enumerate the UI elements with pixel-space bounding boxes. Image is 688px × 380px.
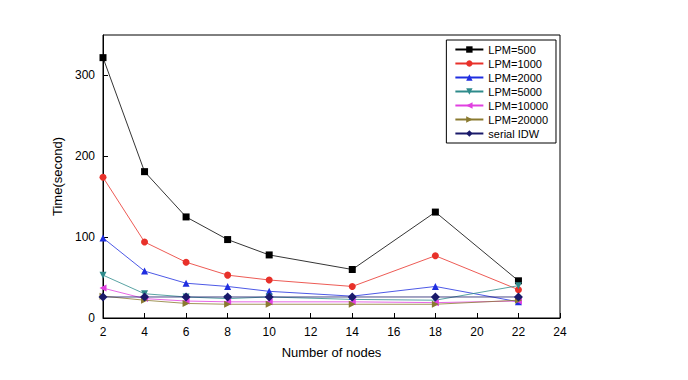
svg-text:24: 24 [553, 325, 567, 339]
svg-text:LPM=20000: LPM=20000 [488, 114, 548, 126]
svg-text:LPM=500: LPM=500 [488, 44, 535, 56]
svg-text:14: 14 [346, 325, 360, 339]
svg-text:2: 2 [100, 325, 107, 339]
svg-text:18: 18 [429, 325, 443, 339]
svg-text:12: 12 [304, 325, 318, 339]
svg-text:Number of nodes: Number of nodes [282, 345, 382, 360]
svg-text:LPM=1000: LPM=1000 [488, 58, 542, 70]
svg-text:6: 6 [183, 325, 190, 339]
svg-text:10: 10 [263, 325, 277, 339]
svg-text:4: 4 [141, 325, 148, 339]
svg-text:serial IDW: serial IDW [488, 128, 539, 140]
svg-text:0: 0 [88, 311, 95, 325]
svg-text:20: 20 [470, 325, 484, 339]
svg-text:200: 200 [75, 149, 95, 163]
svg-text:LPM=5000: LPM=5000 [488, 86, 542, 98]
svg-text:LPM=10000: LPM=10000 [488, 100, 548, 112]
svg-text:LPM=2000: LPM=2000 [488, 72, 542, 84]
svg-text:100: 100 [75, 230, 95, 244]
svg-text:Time(second): Time(second) [50, 137, 65, 216]
svg-text:300: 300 [75, 68, 95, 82]
svg-text:8: 8 [224, 325, 231, 339]
svg-text:22: 22 [512, 325, 526, 339]
svg-text:16: 16 [387, 325, 401, 339]
